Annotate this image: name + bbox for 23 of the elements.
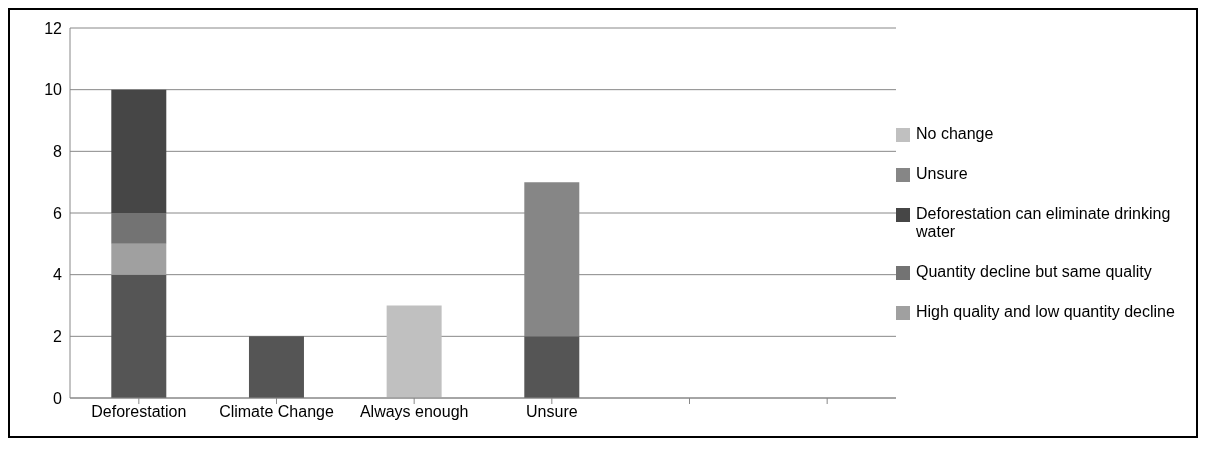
y-tick-label: 8 (53, 143, 63, 161)
y-tick-label: 6 (53, 204, 63, 222)
y-tick-label: 10 (44, 81, 63, 99)
legend-label: Deforestation can eliminate drinking water (916, 205, 1172, 241)
legend-label: Quantity decline but same quality (916, 263, 1152, 281)
y-tick-label: 0 (53, 389, 63, 407)
bar (524, 336, 580, 398)
x-tick-label: Climate Change (219, 403, 334, 421)
bar (386, 305, 442, 398)
legend-label: High quality and low quantity decline (916, 303, 1175, 321)
y-tick-label: 12 (44, 19, 63, 37)
y-tick-label: 2 (53, 328, 63, 346)
x-tick-label: Deforestation (91, 403, 187, 421)
bar (111, 274, 167, 398)
bar (248, 336, 304, 398)
x-tick-label: Always enough (359, 403, 469, 421)
x-tick-label: Unsure (526, 403, 578, 421)
bar (111, 213, 167, 244)
legend-label: Unsure (916, 165, 968, 183)
legend-label: No change (916, 125, 994, 143)
bar (111, 89, 167, 213)
y-tick-label: 4 (53, 266, 63, 284)
bar (111, 243, 167, 275)
